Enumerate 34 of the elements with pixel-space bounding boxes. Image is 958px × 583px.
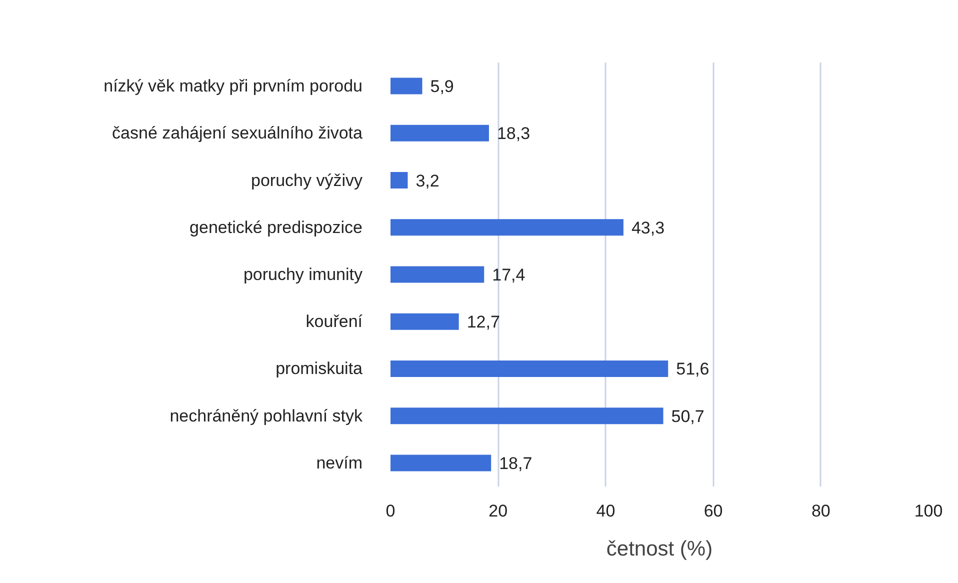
x-tick-label: 60 (704, 502, 723, 520)
data-label: 43,3 (631, 218, 665, 238)
x-axis-title: četnost (%) (606, 538, 713, 560)
y-tick-label: kouření (306, 312, 363, 332)
x-tick-label: 20 (488, 502, 508, 520)
data-label: 50,7 (671, 406, 704, 426)
data-label: 18,7 (499, 454, 532, 473)
bar (390, 360, 668, 377)
y-tick-label: poruchy imunity (243, 265, 363, 284)
bar (390, 313, 459, 330)
y-tick-label: nevím (316, 453, 363, 472)
y-tick-label: nechráněný pohlavní styk (170, 406, 363, 426)
x-tick-label: 40 (596, 502, 616, 520)
x-tick-label: 0 (386, 502, 396, 520)
bar (390, 454, 492, 472)
x-tick-label: 100 (914, 502, 943, 520)
bar (390, 172, 408, 189)
y-tick-label: poruchy výživy (251, 170, 363, 190)
bar (390, 266, 484, 283)
y-tick-label: nízký věk matky při prvním porodu (104, 76, 363, 96)
bar (390, 408, 664, 424)
data-label: 51,6 (676, 360, 710, 379)
data-label: 5,9 (430, 77, 454, 96)
bar (390, 78, 422, 94)
data-label: 3,2 (416, 171, 440, 190)
y-tick-label: promiskuita (276, 359, 364, 378)
bar (390, 219, 624, 236)
x-tick-label: 80 (811, 502, 830, 520)
data-label: 17,4 (492, 266, 526, 284)
y-tick-label: časné zahájení sexuálního života (112, 124, 364, 143)
bar (390, 124, 489, 142)
data-label: 18,3 (496, 124, 530, 144)
y-tick-label: genetické predispozice (190, 218, 363, 237)
data-label: 12,7 (466, 312, 500, 332)
